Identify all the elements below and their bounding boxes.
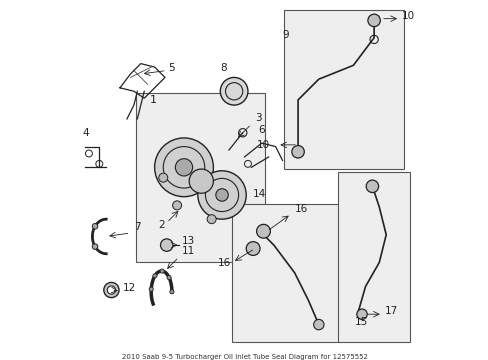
Circle shape bbox=[92, 244, 98, 249]
Circle shape bbox=[149, 287, 153, 291]
Circle shape bbox=[220, 77, 247, 105]
Circle shape bbox=[154, 138, 213, 197]
Circle shape bbox=[175, 159, 192, 176]
Text: 2010 Saab 9-5 Turbocharger Oil Inlet Tube Seal Diagram for 12575552: 2010 Saab 9-5 Turbocharger Oil Inlet Tub… bbox=[122, 354, 366, 360]
Text: 2: 2 bbox=[158, 220, 164, 230]
Text: 7: 7 bbox=[134, 221, 140, 231]
Circle shape bbox=[172, 201, 181, 210]
Circle shape bbox=[313, 319, 324, 330]
Circle shape bbox=[356, 309, 366, 319]
Bar bbox=[337, 172, 409, 342]
Bar bbox=[232, 204, 341, 342]
Text: 17: 17 bbox=[384, 306, 397, 316]
Text: 12: 12 bbox=[122, 283, 136, 293]
Text: 10: 10 bbox=[401, 11, 414, 21]
Bar bbox=[284, 10, 403, 169]
Circle shape bbox=[291, 145, 304, 158]
Circle shape bbox=[153, 274, 157, 278]
Text: 9: 9 bbox=[282, 30, 288, 40]
Text: 13: 13 bbox=[182, 236, 195, 246]
Text: 15: 15 bbox=[354, 316, 367, 327]
Circle shape bbox=[169, 290, 174, 294]
Circle shape bbox=[198, 171, 246, 219]
Circle shape bbox=[215, 189, 228, 201]
Text: 10: 10 bbox=[257, 140, 270, 150]
Circle shape bbox=[160, 239, 173, 251]
Bar bbox=[135, 93, 264, 262]
Circle shape bbox=[246, 242, 260, 256]
Circle shape bbox=[189, 169, 213, 193]
Circle shape bbox=[207, 215, 216, 224]
Circle shape bbox=[366, 180, 378, 193]
Text: 5: 5 bbox=[168, 63, 175, 72]
Circle shape bbox=[107, 286, 115, 294]
Text: 11: 11 bbox=[182, 246, 195, 256]
Circle shape bbox=[160, 269, 164, 273]
Text: 16: 16 bbox=[217, 258, 230, 268]
Circle shape bbox=[159, 173, 167, 182]
Text: 16: 16 bbox=[294, 204, 307, 214]
Text: 14: 14 bbox=[253, 189, 266, 199]
Circle shape bbox=[167, 275, 171, 280]
Circle shape bbox=[103, 283, 119, 298]
Text: 8: 8 bbox=[220, 63, 226, 72]
Circle shape bbox=[367, 14, 380, 27]
Circle shape bbox=[92, 224, 98, 229]
Text: 1: 1 bbox=[149, 95, 156, 105]
Text: 4: 4 bbox=[82, 128, 88, 138]
Circle shape bbox=[256, 224, 270, 238]
Text: 6: 6 bbox=[258, 125, 264, 135]
Text: 3: 3 bbox=[254, 113, 261, 123]
